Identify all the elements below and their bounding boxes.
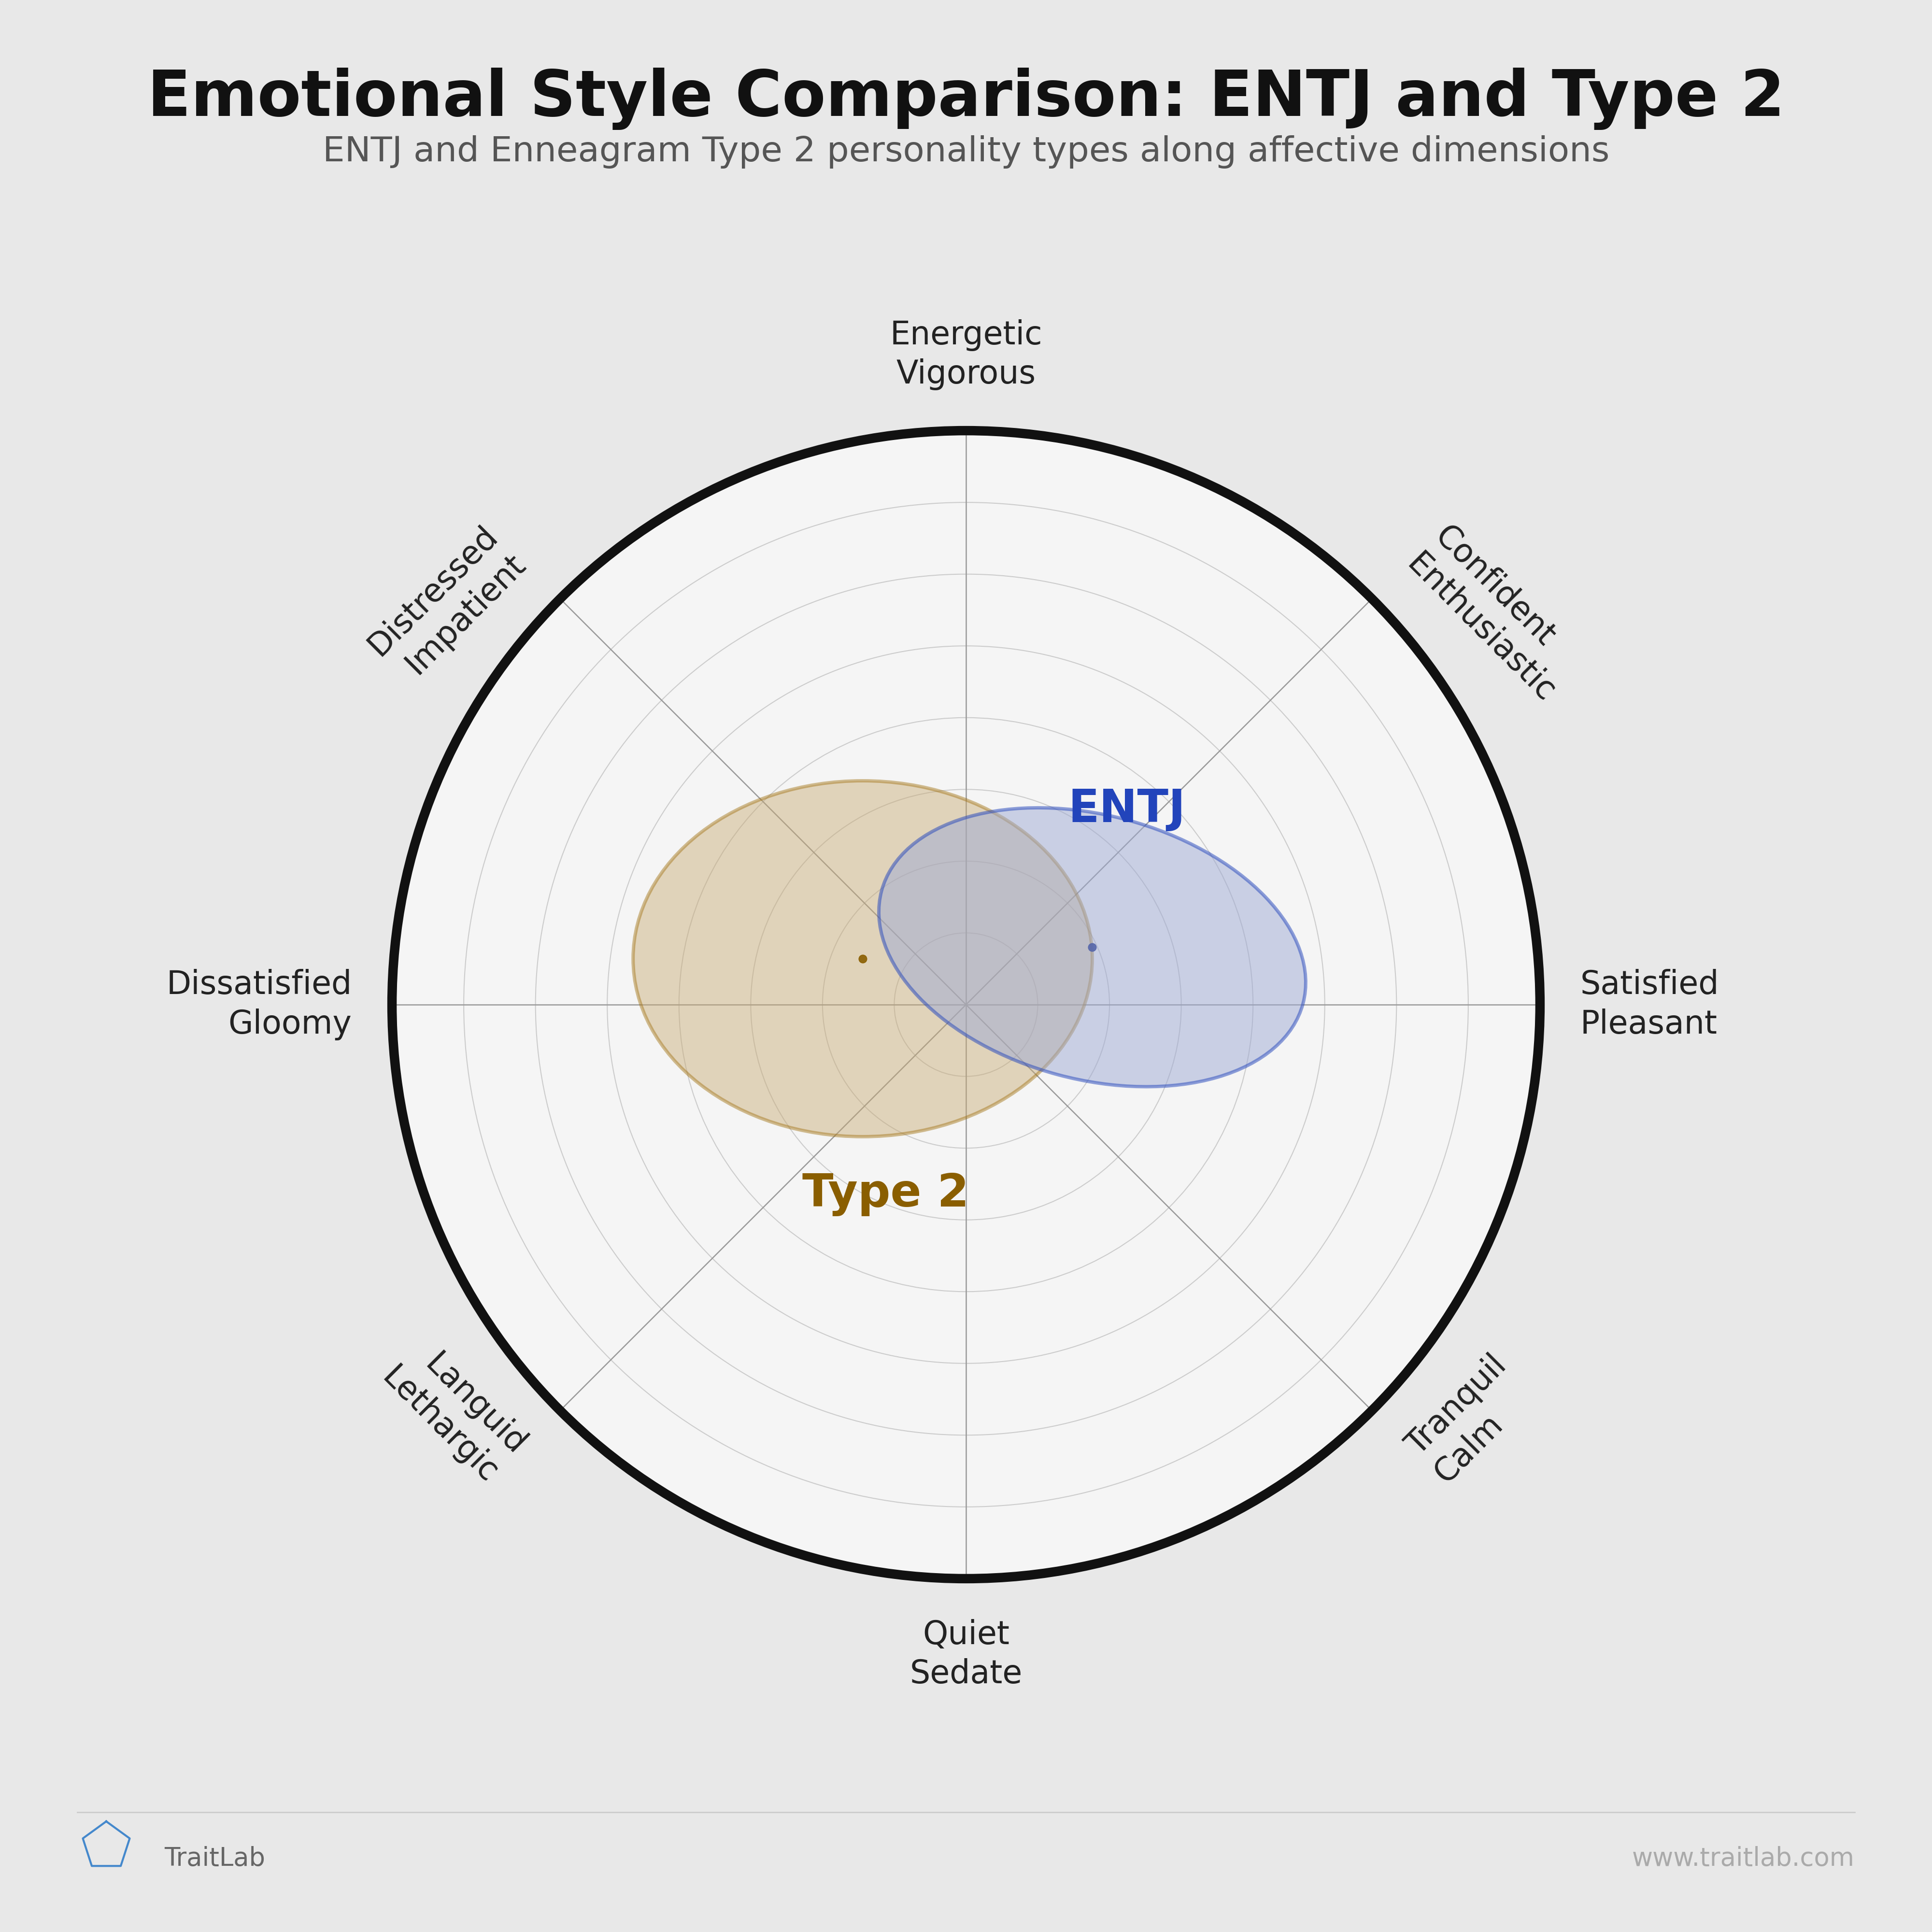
Text: Languid
Lethargic: Languid Lethargic	[375, 1333, 531, 1490]
Ellipse shape	[634, 781, 1092, 1136]
Text: Emotional Style Comparison: ENTJ and Type 2: Emotional Style Comparison: ENTJ and Typ…	[147, 68, 1785, 129]
Text: Satisfied
Pleasant: Satisfied Pleasant	[1580, 970, 1719, 1039]
Text: Tranquil
Calm: Tranquil Calm	[1401, 1349, 1540, 1490]
Text: www.traitlab.com: www.traitlab.com	[1633, 1847, 1855, 1870]
Circle shape	[392, 431, 1540, 1578]
Ellipse shape	[879, 808, 1306, 1086]
Text: ENTJ and Enneagram Type 2 personality types along affective dimensions: ENTJ and Enneagram Type 2 personality ty…	[323, 135, 1609, 168]
Text: ENTJ: ENTJ	[1068, 786, 1186, 831]
Text: Dissatisfied
Gloomy: Dissatisfied Gloomy	[166, 970, 352, 1039]
Text: Confident
Enthusiastic: Confident Enthusiastic	[1401, 520, 1588, 709]
Text: Quiet
Sedate: Quiet Sedate	[910, 1619, 1022, 1690]
Text: Energetic
Vigorous: Energetic Vigorous	[891, 319, 1041, 390]
Text: Distressed
Impatient: Distressed Impatient	[361, 520, 531, 690]
Text: Type 2: Type 2	[802, 1173, 970, 1217]
Text: TraitLab: TraitLab	[164, 1847, 265, 1870]
